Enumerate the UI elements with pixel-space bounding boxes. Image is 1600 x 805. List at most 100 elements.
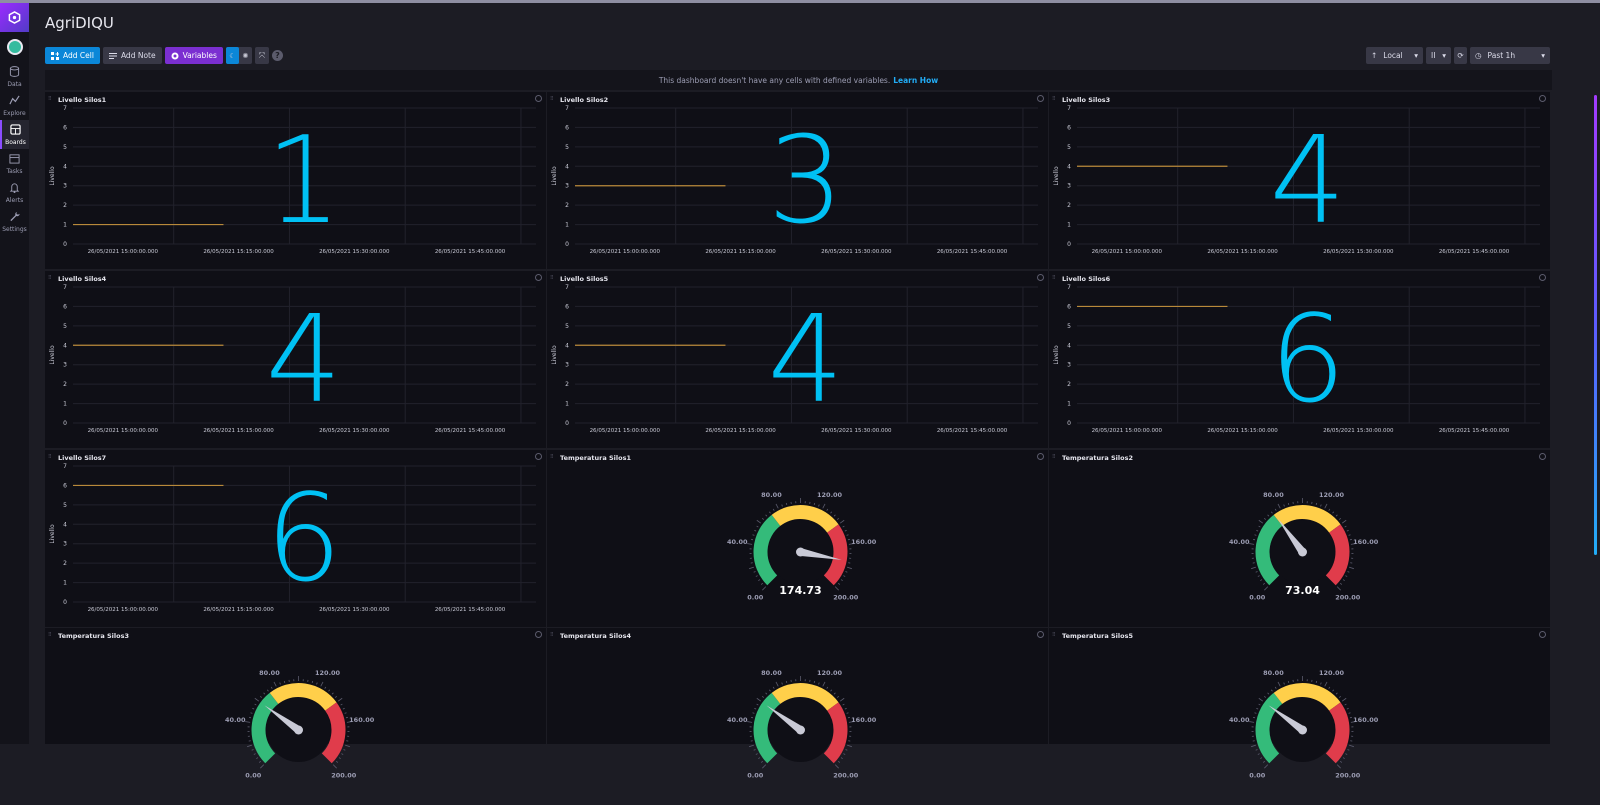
sun-icon[interactable]: ✺	[239, 47, 252, 64]
cell-gear-icon[interactable]	[535, 274, 542, 281]
gauge-tick	[758, 758, 760, 759]
learn-how-link[interactable]: Learn How	[893, 76, 938, 85]
cell-gear-icon[interactable]	[1037, 95, 1044, 102]
cell-gear-icon[interactable]	[1539, 274, 1546, 281]
drag-handle-icon[interactable]: ⠿	[550, 275, 556, 281]
gauge-tick	[1259, 698, 1263, 701]
drag-handle-icon[interactable]: ⠿	[48, 454, 54, 460]
gauge-tick	[345, 713, 347, 714]
drag-handle-icon[interactable]: ⠿	[48, 632, 54, 638]
variables-button[interactable]: Variables	[165, 47, 223, 64]
drag-handle-icon[interactable]: ⠿	[1052, 632, 1058, 638]
drag-handle-icon[interactable]: ⠿	[550, 454, 556, 460]
cell-gear-icon[interactable]	[1037, 631, 1044, 638]
avatar[interactable]	[7, 39, 23, 55]
drag-handle-icon[interactable]: ⠿	[550, 96, 556, 102]
cell-gear-icon[interactable]	[535, 95, 542, 102]
refresh-icon[interactable]: ⟳	[1454, 47, 1467, 64]
drag-handle-icon[interactable]: ⠿	[550, 632, 556, 638]
influx-logo-icon[interactable]	[0, 3, 29, 32]
drag-handle-icon[interactable]: ⠿	[1052, 454, 1058, 460]
fullscreen-icon[interactable]: ⤧	[255, 47, 269, 64]
help-icon[interactable]: ?	[272, 50, 283, 61]
gauge-tick	[321, 682, 323, 686]
nav-item-settings[interactable]: Settings	[0, 207, 29, 236]
gauge-tick	[835, 765, 839, 769]
gauge-tick	[1345, 704, 1347, 705]
gauge-tick	[814, 503, 815, 505]
drag-handle-icon[interactable]: ⠿	[48, 275, 54, 281]
gauge-tick	[1337, 765, 1341, 769]
nav-item-explore[interactable]: Explore	[0, 91, 29, 120]
x-tick-label: 26/05/2021 15:45:00.000	[435, 607, 506, 613]
gauge-tick-label: 200.00	[331, 771, 357, 779]
nav-item-boards[interactable]: Boards	[0, 120, 29, 149]
nav-item-tasks[interactable]: Tasks	[0, 149, 29, 178]
drag-handle-icon[interactable]: ⠿	[1052, 96, 1058, 102]
nav-item-data[interactable]: Data	[0, 62, 29, 91]
gauge-tick-label: 40.00	[727, 538, 748, 546]
gauge-tick	[754, 749, 756, 750]
drag-handle-icon[interactable]: ⠿	[1052, 275, 1058, 281]
gauge-tick	[1349, 567, 1354, 569]
cell-gear-icon[interactable]	[1037, 453, 1044, 460]
gauge-tick	[835, 587, 839, 591]
cell-gear-icon[interactable]	[1037, 274, 1044, 281]
calendar-icon	[9, 153, 20, 168]
theme-toggle[interactable]: ☾ ✺	[226, 47, 252, 64]
gauge-tick	[1340, 583, 1342, 584]
scrollbar[interactable]	[1594, 95, 1597, 555]
user-avatar-wrap[interactable]	[0, 32, 29, 62]
autorefresh-dropdown[interactable]: II ▾	[1426, 47, 1451, 64]
y-axis-label: Livello	[551, 345, 558, 365]
cell-gear-icon[interactable]	[535, 631, 542, 638]
variables-label: Variables	[183, 51, 217, 60]
timezone-dropdown[interactable]: ↑ Local ▾	[1366, 47, 1423, 64]
gauge-tick	[1260, 758, 1262, 759]
annotation-number: 3	[767, 122, 843, 242]
cell-gear-icon[interactable]	[535, 453, 542, 460]
add-cell-button[interactable]: Add Cell	[45, 47, 100, 64]
gauge-tick	[753, 713, 755, 714]
add-note-button[interactable]: Add Note	[103, 47, 162, 64]
y-axis-label: Livello	[1053, 345, 1060, 365]
gauge-tick-label: 120.00	[1319, 491, 1345, 499]
drag-handle-icon[interactable]: ⠿	[48, 96, 54, 102]
chevron-down-icon: ▾	[1541, 51, 1545, 60]
gauge-tick	[271, 687, 272, 689]
gauge-tick	[1259, 520, 1263, 523]
y-tick-label: 7	[565, 105, 569, 112]
gauge-tick	[1278, 504, 1280, 508]
gauge-tick	[753, 535, 755, 536]
gauge-needle-hub	[1298, 726, 1307, 735]
gauge-tick	[1255, 535, 1257, 536]
cell-gear-icon[interactable]	[1539, 631, 1546, 638]
cell-gear-icon[interactable]	[1539, 453, 1546, 460]
gauge-tick	[329, 690, 330, 692]
nav-item-alerts[interactable]: Alerts	[0, 178, 29, 207]
y-tick-label: 0	[565, 420, 569, 427]
gauge-tick	[1255, 713, 1257, 714]
gauge-tick	[1268, 693, 1269, 694]
gauge-tick	[1264, 765, 1268, 769]
time-range-dropdown[interactable]: ◷ Past 1h ▾	[1470, 47, 1550, 64]
gauge-tick-label: 80.00	[259, 669, 280, 677]
y-tick-label: 4	[565, 342, 569, 349]
cell-title: Livello Silos4	[58, 275, 106, 283]
moon-icon[interactable]: ☾	[226, 47, 239, 64]
gauge-tick	[1259, 526, 1261, 527]
cell-gear-icon[interactable]	[1539, 95, 1546, 102]
timezone-label: Local	[1383, 51, 1408, 60]
